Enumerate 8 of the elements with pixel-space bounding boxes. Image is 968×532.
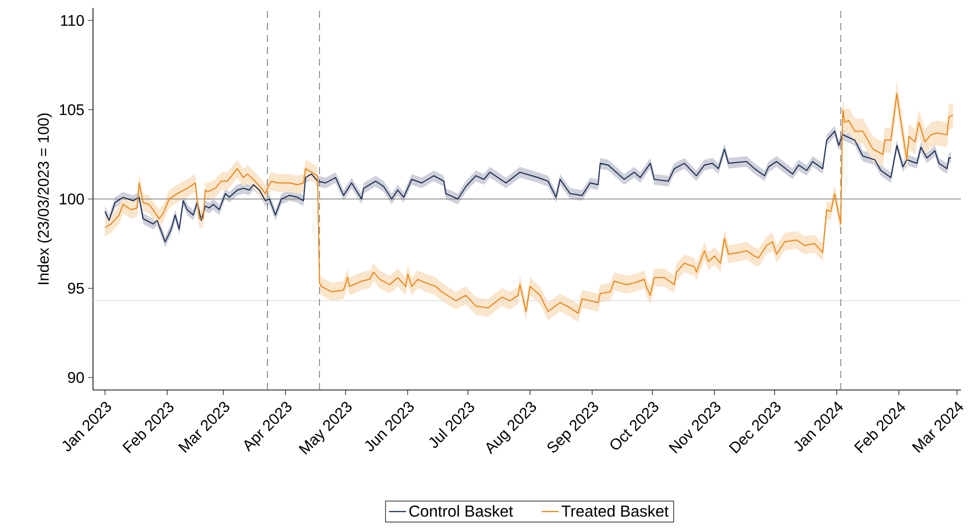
y-tick-label: 100 <box>60 194 84 204</box>
y-tick-label: 105 <box>60 104 84 116</box>
y-tick-label: 110 <box>61 15 84 26</box>
legend-label: Treated Basket <box>562 505 669 517</box>
y-tick-label: 95 <box>68 282 84 294</box>
y-axis-title: Index (23/03/2023 = 100) <box>37 113 52 284</box>
y-tick-label: 90 <box>68 372 84 383</box>
legend-label: Control Basket <box>409 505 513 517</box>
